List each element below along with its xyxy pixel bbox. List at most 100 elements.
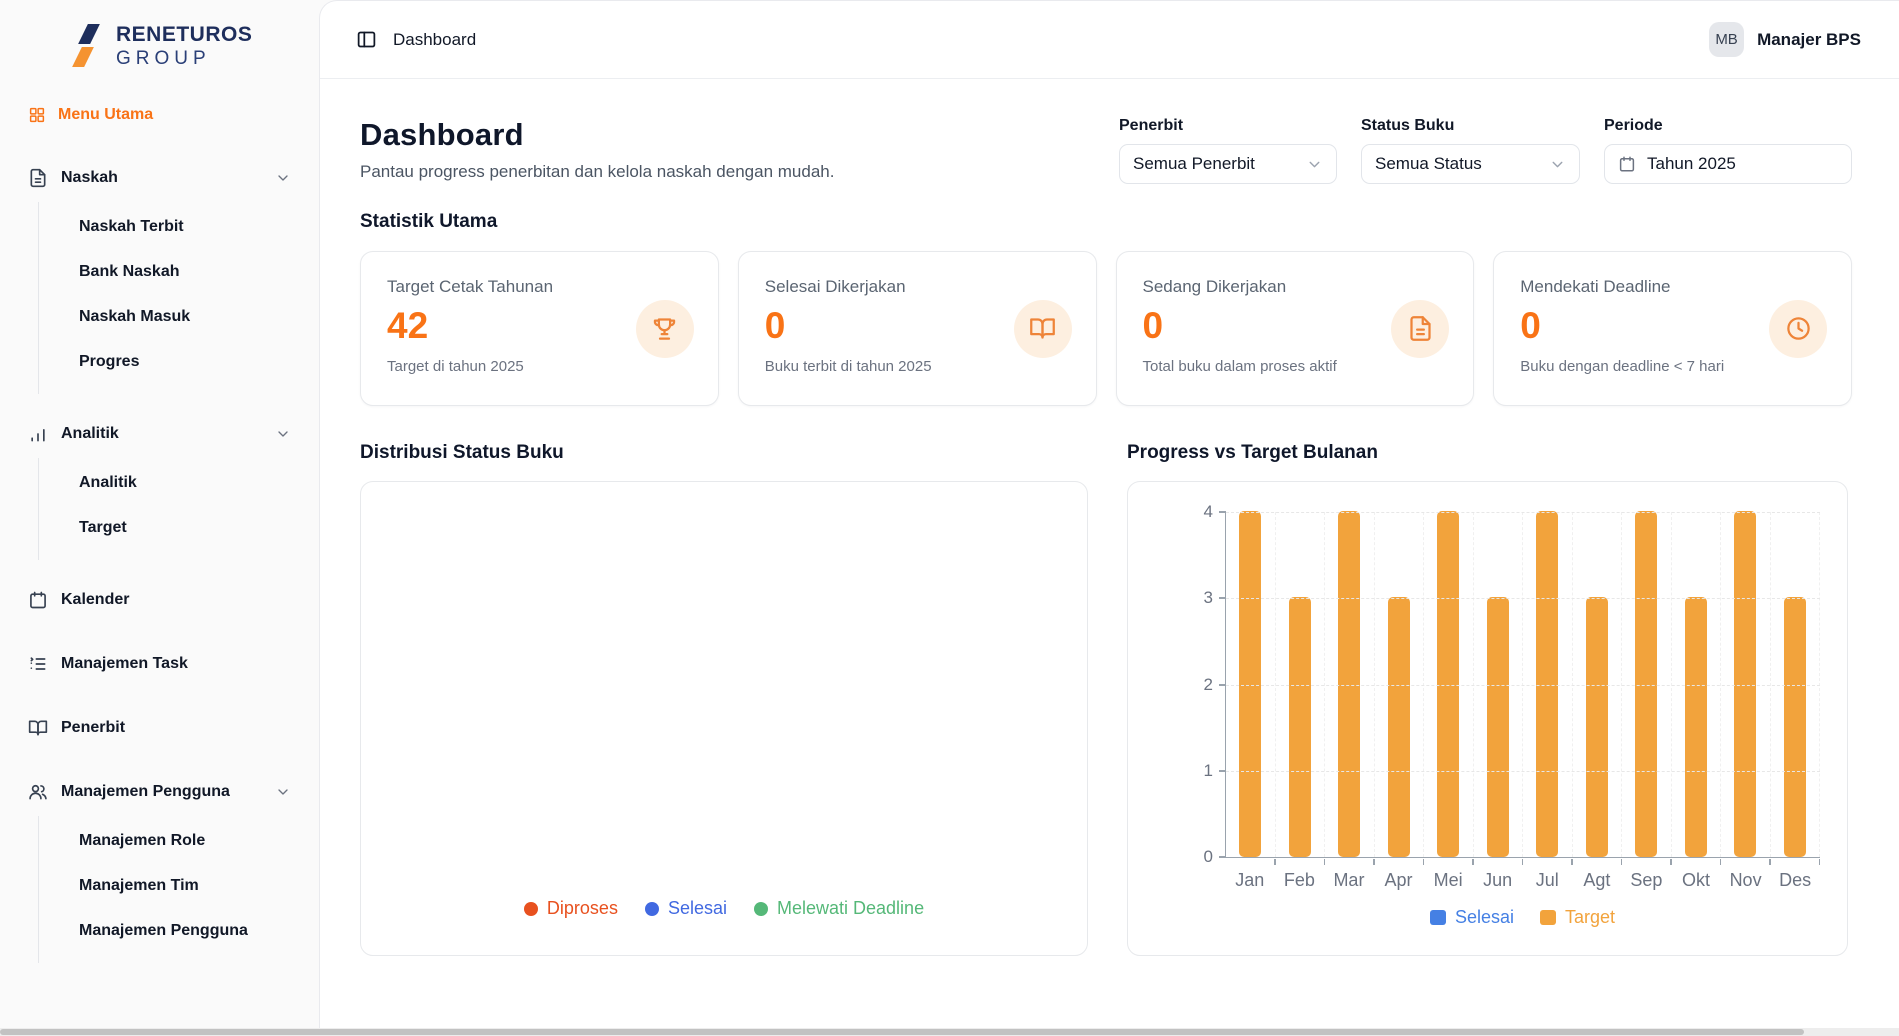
x-axis-label-mar: Mar — [1333, 870, 1365, 890]
bar-target-jun — [1486, 597, 1509, 857]
x-axis-label-jul: Jul — [1535, 870, 1559, 890]
stat-caption: Total buku dalam proses aktif — [1142, 358, 1337, 375]
sidebar-group-kalender: Kalender — [28, 576, 291, 624]
sidebar-subitem-analitik[interactable]: Analitik — [79, 473, 137, 491]
x-axis-label-jan: Jan — [1235, 870, 1265, 890]
sidebar-item-naskah[interactable]: Naskah — [28, 154, 291, 202]
horizontal-scrollbar[interactable] — [0, 1028, 1899, 1036]
bar-legend-item-selesai[interactable]: Selesai — [1429, 907, 1514, 928]
pie-legend-label: Diproses — [546, 898, 618, 918]
stat-icon-circle — [1013, 299, 1072, 358]
bar-target-jul — [1536, 511, 1559, 857]
sidebar-group-penerbit: Penerbit — [28, 704, 291, 752]
penerbit-filter-label: Penerbit — [1119, 117, 1184, 134]
sidebar-nav: Naskah Naskah Terbit Bank Naskah Naskah Mas… — [28, 154, 291, 963]
periode-filter-label: Periode — [1604, 117, 1663, 134]
sidebar-group-manajemen-task: Manajemen Task — [28, 640, 291, 688]
sidebar-item-kalender[interactable]: Kalender — [28, 576, 291, 624]
status-select[interactable]: Semua Status — [1361, 144, 1580, 184]
sidebar-group-manajemen-pengguna: Manajemen Pengguna Manajemen Role Manajeme… — [28, 768, 291, 963]
x-axis-label-jun: Jun — [1483, 870, 1513, 890]
chevron-down-icon — [1549, 156, 1566, 173]
file-text-icon — [28, 168, 48, 188]
sidebar-item-analitik[interactable]: Analitik — [28, 410, 291, 458]
sidebar-subitem-manajemen-pengguna[interactable]: Manajemen Pengguna — [79, 921, 248, 939]
user-name: Manajer BPS — [1757, 29, 1861, 49]
stat-caption: Buku terbit di tahun 2025 — [764, 358, 932, 375]
user-menu[interactable]: MB Manajer BPS — [1709, 22, 1861, 57]
gridline-y-2 — [1226, 684, 1820, 686]
sidebar-subitem-target[interactable]: Target — [79, 518, 127, 536]
y-axis-tick-label-1: 1 — [1203, 760, 1213, 780]
sidebar-subitem-manajemen-role[interactable]: Manajemen Role — [79, 831, 206, 849]
stats-row: Target Cetak Tahunan 42 Target di tahun 20… — [360, 251, 1852, 406]
sidebar-subitem-progres[interactable]: Progres — [79, 352, 140, 370]
clock-icon — [1785, 315, 1812, 342]
bar-legend-label: Target — [1565, 907, 1616, 927]
stat-value: 42 — [387, 305, 429, 346]
page-title: Dashboard — [360, 117, 524, 152]
status-filter-label: Status Buku — [1361, 117, 1455, 134]
stat-label: Target Cetak Tahunan — [387, 277, 554, 296]
bar-target-sep — [1635, 511, 1658, 857]
pie-legend-label: Melewati Deadline — [777, 898, 925, 918]
stat-value: 0 — [764, 305, 786, 346]
sidebar-group-analitik: Analitik Analitik Target — [28, 410, 291, 560]
bar-chart-legend: Selesai Target — [1225, 907, 1820, 928]
sidebar-item-label: Manajemen Pengguna — [61, 783, 230, 800]
stat-label: Sedang Dikerjakan — [1142, 277, 1287, 296]
avatar: MB — [1709, 22, 1745, 57]
stat-icon-circle — [635, 299, 694, 358]
lightning-bolt-icon — [72, 23, 104, 69]
sidebar-item-label: Manajemen Task — [61, 655, 188, 672]
filters: Penerbit Semua Penerbit Status Buku Semu… — [1119, 117, 1852, 184]
chevron-down-icon — [275, 426, 291, 442]
bar-chart-icon — [28, 424, 48, 444]
sidebar: RENETUROS GROUP Menu Utama Naskah Naskah … — [0, 0, 319, 1028]
y-axis-tick — [1219, 597, 1226, 600]
stat-value: 0 — [1142, 305, 1164, 346]
bar-target-feb — [1288, 597, 1311, 857]
scrollbar-thumb[interactable] — [0, 1029, 1805, 1035]
pie-legend-item-melewati-deadline[interactable]: Melewati Deadline — [754, 898, 924, 919]
x-axis-label-feb: Feb — [1283, 870, 1315, 890]
sidebar-section-label: Menu Utama — [28, 106, 291, 124]
sidebar-subitem-naskah-terbit[interactable]: Naskah Terbit — [79, 217, 184, 235]
penerbit-select[interactable]: Semua Penerbit — [1119, 144, 1337, 184]
sidebar-item-manajemen-pengguna[interactable]: Manajemen Pengguna — [28, 768, 291, 816]
y-axis-tick — [1219, 769, 1226, 772]
chevron-down-icon — [275, 170, 291, 186]
bar-target-apr — [1387, 597, 1410, 857]
sidebar-subitem-naskah-masuk[interactable]: Naskah Masuk — [79, 307, 191, 325]
x-axis-label-nov: Nov — [1729, 870, 1762, 890]
book-open-icon — [1029, 315, 1056, 342]
sidebar-item-label: Kalender — [61, 591, 130, 608]
pie-legend-item-diproses[interactable]: Diproses — [523, 898, 618, 919]
x-axis-label-des: Des — [1779, 870, 1812, 890]
stat-value: 0 — [1520, 305, 1541, 346]
sidebar-item-penerbit[interactable]: Penerbit — [28, 704, 291, 752]
penerbit-select-value: Semua Penerbit — [1133, 154, 1255, 173]
list-icon — [28, 654, 48, 674]
stat-icon-circle — [1769, 299, 1827, 358]
sidebar-section-text: Menu Utama — [58, 106, 154, 123]
legend-dot-icon — [523, 901, 538, 916]
bar-chart-title: Progress vs Target Bulanan — [1127, 442, 1378, 463]
gridline-y-1 — [1226, 770, 1820, 772]
stat-caption: Target di tahun 2025 — [387, 358, 524, 375]
sidebar-subitems-naskah: Naskah Terbit Bank Naskah Naskah Masuk Prog… — [38, 202, 291, 394]
pie-chart-title: Distribusi Status Buku — [360, 442, 564, 463]
y-axis-tick-label-2: 2 — [1203, 674, 1213, 694]
sidebar-subitem-manajemen-tim[interactable]: Manajemen Tim — [79, 876, 199, 894]
y-axis-tick — [1219, 511, 1226, 513]
sidebar-item-label: Naskah — [61, 169, 118, 186]
gridline-y-3 — [1226, 598, 1820, 600]
panel-left-icon[interactable] — [356, 29, 377, 50]
pie-legend-item-selesai[interactable]: Selesai — [644, 898, 727, 919]
bar-legend-item-target[interactable]: Target — [1540, 907, 1615, 928]
periode-input[interactable]: Tahun 2025 — [1604, 144, 1852, 184]
x-axis-label-agt: Agt — [1583, 870, 1611, 890]
sidebar-item-manajemen-task[interactable]: Manajemen Task — [28, 640, 291, 688]
sidebar-subitem-bank-naskah[interactable]: Bank Naskah — [79, 262, 180, 280]
bar-chart-card: 0 1 2 3 4 Jan Feb Mar Apr Mei Jun Jul Agt Sep Okt Nov D… — [1127, 481, 1848, 956]
